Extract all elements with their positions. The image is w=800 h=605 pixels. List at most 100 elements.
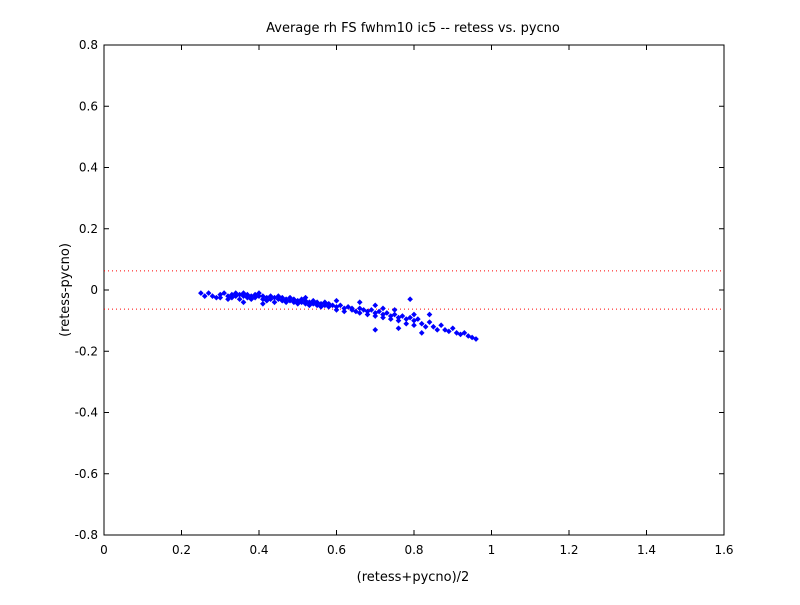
data-point	[256, 290, 262, 296]
data-point	[279, 297, 286, 304]
data-point	[283, 299, 289, 306]
data-point	[267, 296, 274, 303]
data-point	[260, 293, 266, 299]
data-point	[322, 302, 328, 309]
data-point	[302, 294, 309, 301]
data-point	[426, 319, 433, 325]
data-point	[446, 328, 452, 335]
data-point	[256, 293, 262, 299]
data-point	[322, 299, 328, 306]
data-point	[325, 304, 332, 310]
chart-title: Average rh FS fwhm10 ic5 -- retess vs. p…	[266, 21, 560, 36]
data-point	[244, 291, 251, 298]
data-point	[395, 325, 402, 332]
data-point	[372, 313, 379, 319]
data-point	[391, 307, 398, 313]
data-point	[291, 299, 297, 306]
data-point	[240, 299, 247, 306]
data-point	[310, 297, 317, 304]
data-point	[372, 302, 379, 309]
data-point	[457, 331, 464, 338]
data-point	[387, 316, 394, 322]
data-point	[364, 311, 371, 318]
data-point	[198, 290, 204, 296]
y-tick-label: 0.6	[79, 99, 98, 113]
data-point	[415, 316, 421, 322]
data-point	[407, 296, 413, 303]
data-point	[252, 294, 258, 301]
x-tick-label: 1.6	[714, 543, 733, 557]
data-point	[329, 302, 336, 309]
data-point	[465, 333, 472, 339]
data-point	[205, 290, 212, 296]
y-tick-label: 0.2	[79, 222, 98, 236]
y-tick-label: 0.8	[79, 38, 98, 52]
data-point	[391, 311, 398, 318]
x-tick-label: 0	[100, 543, 108, 557]
x-tick-label: 1	[488, 543, 496, 557]
data-point	[403, 320, 410, 327]
data-point	[333, 307, 340, 313]
data-point	[225, 296, 231, 303]
data-point	[449, 325, 456, 332]
y-tick-label: -0.4	[75, 406, 98, 420]
data-point	[422, 323, 429, 330]
data-point	[201, 293, 208, 299]
data-point	[356, 299, 363, 306]
data-point	[411, 322, 417, 329]
data-point	[236, 296, 243, 303]
x-axis-label: (retess+pycno)/2	[357, 570, 470, 585]
data-point	[217, 294, 224, 301]
data-point	[461, 330, 468, 336]
data-point	[341, 308, 348, 315]
x-tick-label: 1.2	[559, 543, 578, 557]
data-point	[229, 294, 235, 301]
data-point	[434, 326, 441, 333]
data-point	[240, 293, 247, 299]
x-tick-label: 1.4	[637, 543, 656, 557]
data-point	[418, 330, 425, 336]
data-point	[306, 302, 313, 309]
data-point	[442, 326, 448, 333]
data-point	[384, 310, 390, 316]
data-point	[302, 297, 309, 304]
data-point	[275, 296, 282, 303]
data-point	[302, 300, 309, 307]
data-point	[418, 320, 425, 327]
y-axis-label: (retess-pycno)	[58, 243, 73, 337]
data-point	[368, 307, 375, 313]
data-point	[333, 297, 340, 304]
data-point	[407, 314, 413, 321]
x-tick-label: 0.2	[172, 543, 191, 557]
data-point	[294, 300, 301, 307]
y-tick-label: -0.2	[75, 344, 98, 358]
data-point	[275, 293, 282, 299]
data-point	[345, 304, 351, 310]
data-point	[271, 299, 278, 306]
data-point	[221, 290, 227, 296]
data-point	[244, 294, 251, 301]
data-point	[310, 300, 317, 307]
data-point	[353, 308, 359, 315]
data-point	[287, 297, 293, 304]
data-point	[232, 293, 239, 299]
data-point	[360, 307, 367, 313]
x-tick-label: 0.8	[404, 543, 423, 557]
x-tick-label: 0.4	[249, 543, 268, 557]
data-point	[473, 336, 479, 342]
data-point	[430, 323, 437, 330]
data-point	[248, 296, 255, 303]
data-point	[314, 299, 320, 306]
data-point	[298, 299, 305, 306]
data-point	[325, 300, 332, 307]
data-point	[376, 308, 382, 315]
y-tick-label: -0.6	[75, 467, 98, 481]
data-point	[372, 326, 379, 333]
data-point	[469, 334, 475, 341]
data-point	[380, 314, 386, 321]
y-tick-label: -0.8	[75, 528, 98, 542]
data-point	[337, 302, 344, 309]
data-point	[380, 305, 386, 312]
